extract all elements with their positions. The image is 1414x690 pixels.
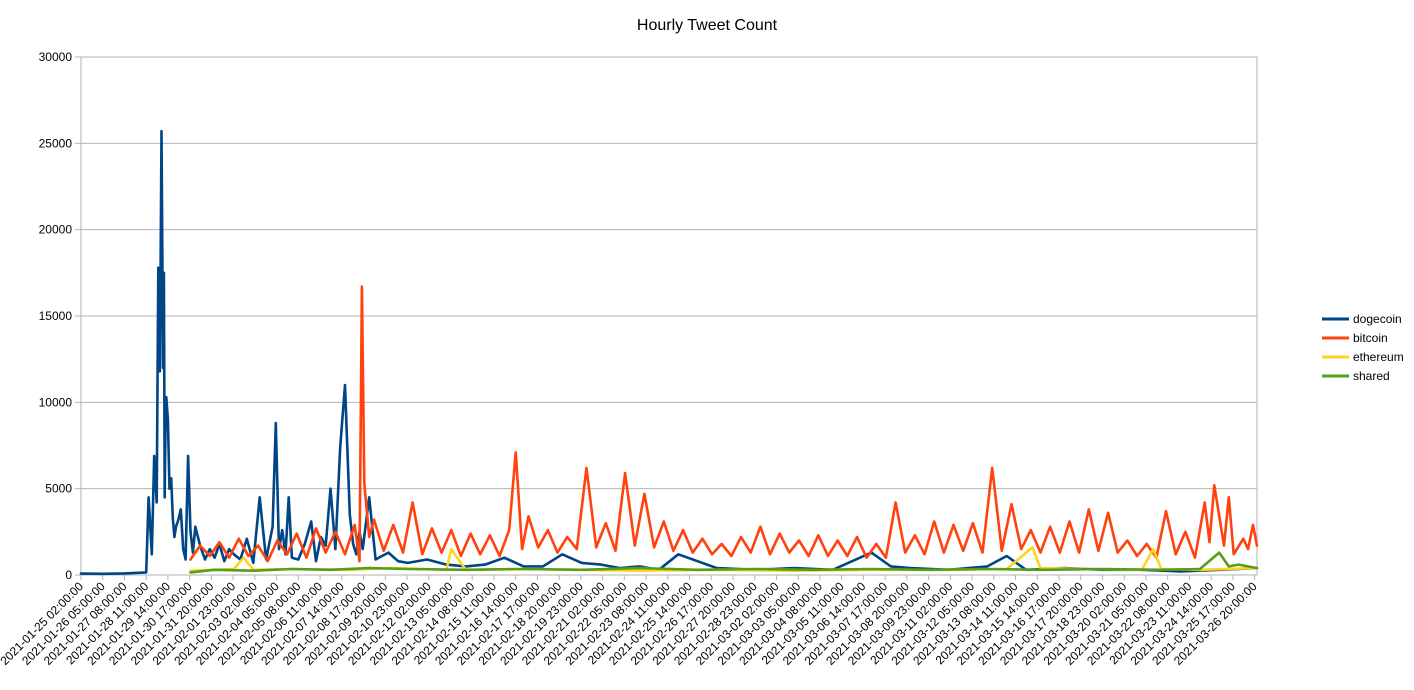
y-tick-label: 30000 xyxy=(39,50,73,64)
legend: dogecoin bitcoin ethereum shared xyxy=(1322,312,1404,383)
series-line-dogecoin xyxy=(79,129,1259,576)
plot-frame xyxy=(80,56,1258,576)
legend-label-dogecoin: dogecoin xyxy=(1353,312,1402,326)
legend-label-ethereum: ethereum xyxy=(1353,350,1404,364)
legend-label-bitcoin: bitcoin xyxy=(1353,331,1388,345)
series-line-shared xyxy=(189,551,1259,574)
y-tick-label: 25000 xyxy=(39,136,73,150)
legend-label-shared: shared xyxy=(1353,369,1390,383)
y-tick-label: 20000 xyxy=(39,223,73,237)
axes: 0500010000150002000025000300002021-01-25… xyxy=(0,50,1260,668)
grid-lines xyxy=(81,56,1257,576)
chart-title: Hourly Tweet Count xyxy=(636,17,778,34)
y-tick-label: 10000 xyxy=(39,395,73,409)
y-tick-label: 0 xyxy=(65,568,72,582)
y-tick-label: 5000 xyxy=(45,482,72,496)
series-lines xyxy=(79,129,1259,576)
y-tick-label: 15000 xyxy=(39,309,73,323)
series-line-bitcoin xyxy=(189,285,1259,563)
